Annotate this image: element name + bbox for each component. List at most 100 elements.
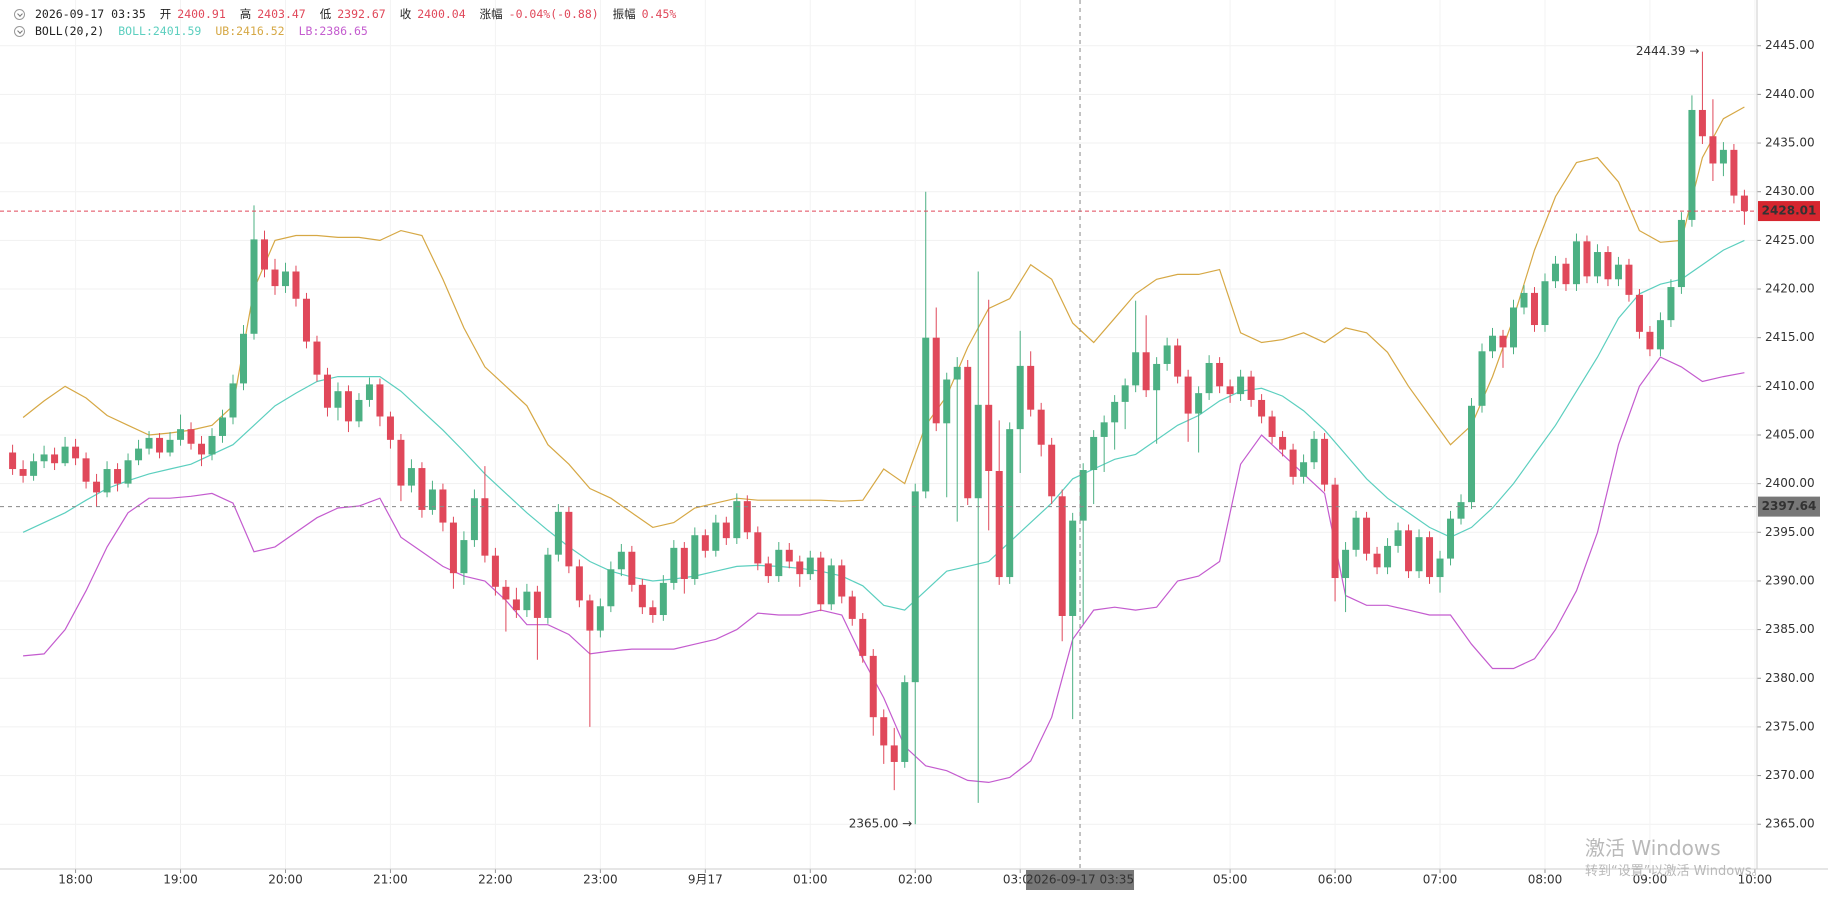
y-tick-label: 2395.00 (1765, 525, 1815, 539)
candle-body (386, 416, 394, 440)
candle-body (1163, 345, 1171, 364)
y-tick-label: 2435.00 (1765, 136, 1815, 150)
candle-body (911, 491, 919, 683)
candle-body (93, 481, 101, 493)
candle-body (533, 591, 541, 618)
boll-legend: BOLL(20,2) BOLL:2401.59 UB:2416.52 LB:23… (14, 24, 368, 38)
candle-body (1688, 109, 1696, 220)
candle-body (1111, 401, 1119, 423)
candle-body (838, 565, 846, 597)
y-tick-label: 2410.00 (1765, 379, 1815, 393)
x-tick-label: 21:00 (373, 873, 408, 887)
x-tick-label: 22:00 (478, 873, 513, 887)
x-tick-label: 02:00 (898, 873, 933, 887)
candle-body (1677, 219, 1685, 288)
candle-body (145, 437, 153, 449)
candle-body (985, 404, 993, 471)
candle-body (743, 501, 751, 533)
candle-body (491, 555, 499, 587)
x-tick-label: 18:00 (58, 873, 93, 887)
x-tick-label: 23:00 (583, 873, 618, 887)
legend-value: UB:2416.52 (215, 24, 285, 38)
toggle-icon[interactable] (14, 25, 25, 37)
candle-body (1373, 553, 1381, 568)
candle-body (9, 452, 17, 470)
candle-body (754, 532, 762, 564)
candle-body (586, 600, 594, 631)
candle-body (124, 460, 132, 484)
candle-body (680, 547, 688, 580)
legend-value: 2403.47 (257, 7, 306, 21)
x-tick-label: 07:00 (1423, 873, 1458, 887)
x-tick-label: 10:00 (1738, 873, 1773, 887)
candle-body (271, 269, 279, 287)
last-price-label: 2428.01 (1762, 204, 1817, 218)
candle-body (156, 437, 164, 453)
candle-body (722, 522, 730, 539)
y-tick-label: 2440.00 (1765, 87, 1815, 101)
candle-body (1048, 444, 1056, 497)
candle-body (974, 404, 982, 499)
extreme-label: 2365.00 → (849, 817, 913, 831)
crosshair-price-label: 2397.64 (1762, 499, 1817, 513)
candle-body (1058, 496, 1066, 616)
candle-body (1226, 386, 1234, 395)
candle-body (1279, 436, 1287, 450)
candle-body (397, 439, 405, 486)
candle-body (1363, 517, 1371, 554)
candle-body (544, 554, 552, 618)
candle-body (1625, 264, 1633, 295)
candle-body (135, 448, 143, 461)
candle-body (51, 454, 59, 464)
legend-value: 0.45% (641, 7, 677, 21)
candle-body (1132, 352, 1140, 386)
candle-body (617, 551, 625, 570)
y-tick-label: 2405.00 (1765, 427, 1815, 441)
candle-body (964, 366, 972, 499)
candle-body (1572, 241, 1580, 285)
legend-label: 低 (319, 7, 332, 21)
candle-body (407, 468, 415, 486)
candle-body (1310, 438, 1318, 463)
candle-body (1100, 422, 1108, 437)
x-tick-label: 05:00 (1213, 873, 1248, 887)
candle-body (628, 551, 636, 585)
candle-body (281, 271, 289, 287)
candle-body (775, 549, 783, 577)
x-tick-label: 08:00 (1528, 873, 1563, 887)
toggle-icon[interactable] (14, 8, 25, 20)
candle-body (355, 399, 363, 422)
candle-body (649, 607, 657, 616)
candle-body (313, 341, 321, 375)
candle-body (198, 443, 206, 455)
candle-body (1321, 438, 1329, 485)
candle-body (460, 540, 468, 574)
candle-body (943, 379, 951, 424)
crosshair-time-box (1026, 870, 1135, 890)
candle-body (1205, 362, 1213, 394)
legend-value: BOLL:2401.59 (118, 24, 202, 38)
candle-body (596, 606, 604, 631)
candle-body (785, 549, 793, 562)
candle-body (1667, 287, 1675, 321)
candle-body (1258, 399, 1266, 417)
y-tick-label: 2365.00 (1765, 817, 1815, 831)
candle-body (523, 591, 531, 611)
extreme-label: 2444.39 → (1636, 44, 1700, 58)
candle-body (376, 384, 384, 417)
candle-body (166, 439, 174, 453)
candle-body (607, 569, 615, 607)
band-line (22, 239, 1745, 611)
candle-body (1016, 365, 1024, 430)
candle-body (114, 469, 122, 484)
candle-body (61, 446, 69, 464)
candle-body (1740, 195, 1748, 212)
x-tick-label: 9月17 (688, 873, 723, 887)
candle-body (1069, 520, 1077, 616)
candle-body (260, 239, 268, 270)
candle-body (1426, 537, 1434, 578)
last-price-box (1758, 201, 1820, 222)
legend-value: -0.04%(-0.88) (508, 7, 599, 21)
